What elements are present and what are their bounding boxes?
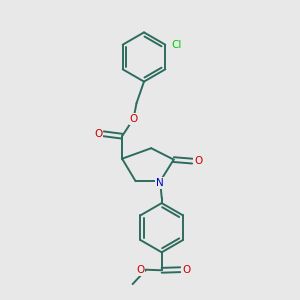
Text: O: O xyxy=(182,265,190,275)
Text: Cl: Cl xyxy=(172,40,182,50)
Text: O: O xyxy=(94,129,102,139)
Text: O: O xyxy=(129,114,138,124)
Text: O: O xyxy=(136,265,144,275)
Text: N: N xyxy=(156,178,164,188)
Text: O: O xyxy=(194,156,202,166)
